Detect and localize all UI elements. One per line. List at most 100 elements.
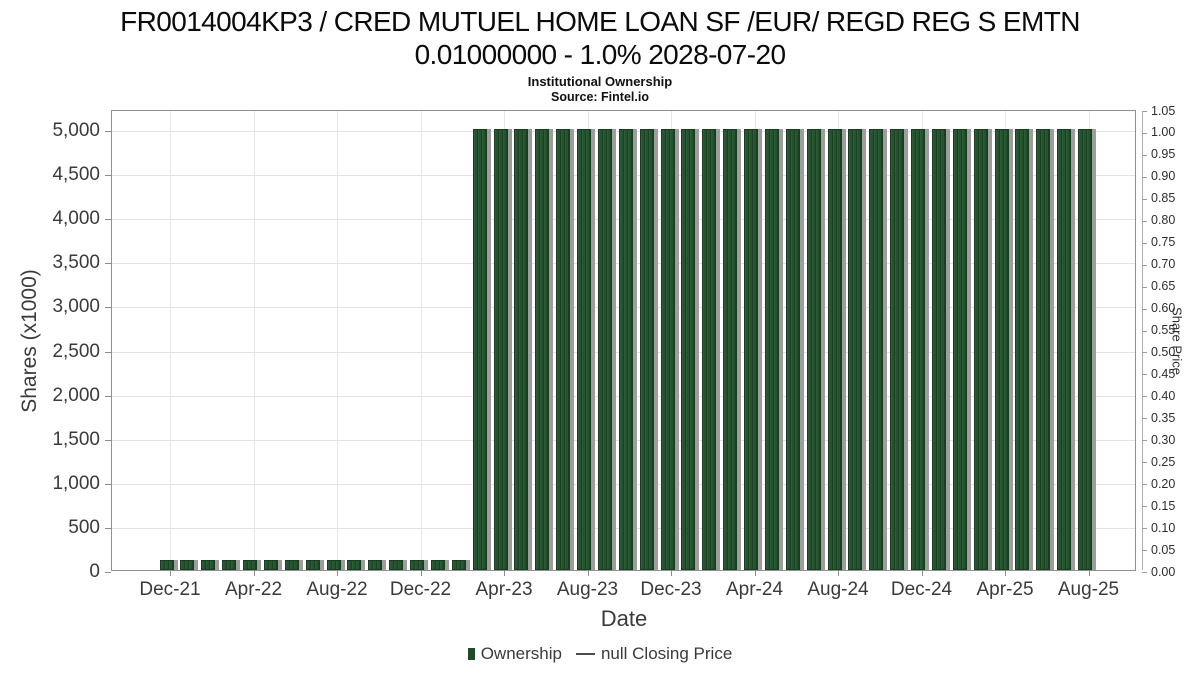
ownership-bar — [639, 129, 654, 570]
ownership-bar — [263, 560, 278, 570]
right-axis-tick — [1142, 132, 1147, 134]
right-axis-tick-label: 0.75 — [1151, 235, 1176, 250]
ownership-bar — [681, 129, 696, 570]
ownership-bar-shadow — [382, 560, 387, 570]
ownership-bar — [952, 129, 967, 570]
ownership-bar — [1057, 129, 1072, 570]
ownership-bar-shadow — [695, 129, 700, 570]
x-axis-tick — [253, 570, 255, 576]
vertical-gridline — [337, 111, 338, 570]
ownership-bar — [931, 129, 946, 570]
chart-header: FR0014004KP3 / CRED MUTUEL HOME LOAN SF … — [0, 5, 1200, 104]
left-axis-tick-label: 2,500 — [52, 340, 100, 362]
ownership-bar-shadow — [277, 560, 282, 570]
right-axis-tick — [1142, 572, 1147, 573]
ownership-bar — [890, 129, 905, 570]
right-axis-tick — [1142, 242, 1147, 244]
ownership-bar-shadow — [611, 129, 616, 570]
ownership-bar — [243, 560, 257, 570]
ownership-bar — [410, 560, 424, 570]
left-axis-title: Shares (x1000) — [18, 269, 41, 413]
ownership-bar-shadow — [194, 560, 199, 570]
ownership-bar — [827, 129, 842, 570]
right-axis-tick — [1142, 374, 1147, 376]
ownership-bar — [911, 129, 925, 570]
right-axis-tick-label: 0.35 — [1151, 410, 1176, 425]
ownership-bar-shadow — [340, 560, 345, 570]
x-axis-tick-label: Dec-24 — [890, 579, 953, 600]
right-axis-tick-label: 0.60 — [1151, 301, 1176, 316]
ownership-bar-shadow — [549, 129, 554, 570]
right-axis-title: Share Price — [1169, 307, 1185, 375]
left-axis-tick — [105, 572, 111, 573]
left-axis-tick-label: 0 — [89, 561, 100, 582]
ownership-bar — [806, 129, 821, 570]
x-axis-tick-label: Dec-22 — [389, 579, 452, 600]
ownership-bar-shadow — [1029, 129, 1034, 570]
right-axis-tick — [1142, 220, 1147, 222]
ownership-bar-shadow — [904, 129, 909, 570]
chart-subtitle: Institutional Ownership — [527, 74, 673, 89]
legend-ownership-label: Ownership — [480, 644, 562, 663]
ownership-bar — [389, 560, 404, 570]
right-axis-tick — [1142, 111, 1147, 112]
right-axis-tick-label: 0.00 — [1151, 564, 1176, 579]
left-axis-tick — [105, 439, 111, 441]
right-axis-tick — [1142, 330, 1147, 332]
chart-source: Source: Fintel.io — [551, 90, 649, 104]
ownership-bar-shadow — [298, 560, 303, 570]
ownership-bar-shadow — [987, 129, 992, 570]
left-axis-tick — [105, 307, 111, 309]
right-axis-tick-label: 0.90 — [1151, 169, 1176, 184]
ownership-bar-shadow — [173, 560, 178, 570]
right-axis-tick — [1142, 396, 1147, 398]
ownership-bar-shadow — [841, 129, 846, 570]
right-axis-tick — [1142, 308, 1147, 310]
ownership-bar — [848, 129, 863, 570]
ownership-bar-shadow — [444, 560, 449, 570]
left-axis-tick-label: 2,000 — [52, 384, 100, 406]
ownership-bar — [430, 560, 445, 570]
right-axis-tick — [1142, 462, 1147, 464]
left-axis-tick-label: 3,500 — [52, 252, 100, 274]
ownership-bar-shadow — [570, 129, 575, 570]
right-axis-tick — [1142, 484, 1147, 486]
ownership-bar — [973, 129, 988, 570]
ownership-bar-shadow — [1008, 129, 1013, 570]
right-axis-tick-label: 0.70 — [1151, 257, 1176, 272]
right-axis-tick-label: 1.00 — [1151, 125, 1176, 140]
left-axis-tick-label: 500 — [68, 516, 100, 538]
left-axis-tick-label: 1,500 — [52, 428, 100, 450]
x-axis-tick — [170, 570, 171, 576]
right-axis-spine — [1142, 111, 1143, 570]
right-axis-tick-label: 0.65 — [1151, 279, 1176, 294]
right-axis-tick — [1142, 198, 1147, 200]
ownership-bar — [472, 129, 487, 570]
left-axis-tick-label: 4,500 — [52, 164, 100, 186]
ownership-bar-shadow — [737, 129, 742, 570]
ownership-bar-shadow — [925, 129, 929, 570]
right-axis-tick-label: 0.30 — [1151, 432, 1176, 447]
right-axis-tick-label: 1.05 — [1151, 103, 1176, 118]
right-axis-tick-label: 0.10 — [1151, 520, 1176, 535]
ownership-bar-shadow — [758, 129, 762, 570]
ownership-bar-shadow — [945, 129, 950, 570]
ownership-bar — [577, 129, 591, 570]
right-axis-tick-label: 0.25 — [1151, 454, 1176, 469]
x-axis-tick-label: Dec-23 — [640, 579, 702, 600]
ownership-bar — [785, 129, 800, 570]
vertical-gridline — [170, 111, 171, 570]
ownership-bar — [556, 129, 571, 570]
ownership-bar — [305, 560, 320, 570]
ownership-bar — [1078, 129, 1092, 570]
ownership-bar — [660, 129, 675, 570]
ownership-bar — [744, 129, 758, 570]
ownership-bar-shadow — [653, 129, 658, 570]
left-axis-tick — [105, 483, 111, 485]
x-axis-tick — [838, 570, 839, 576]
closing-price-legend-dash-icon — [575, 653, 595, 655]
x-axis-tick — [1088, 570, 1090, 576]
ownership-bar — [514, 129, 529, 570]
ownership-bar-shadow — [1050, 129, 1055, 570]
ownership-bar-shadow — [632, 129, 637, 570]
